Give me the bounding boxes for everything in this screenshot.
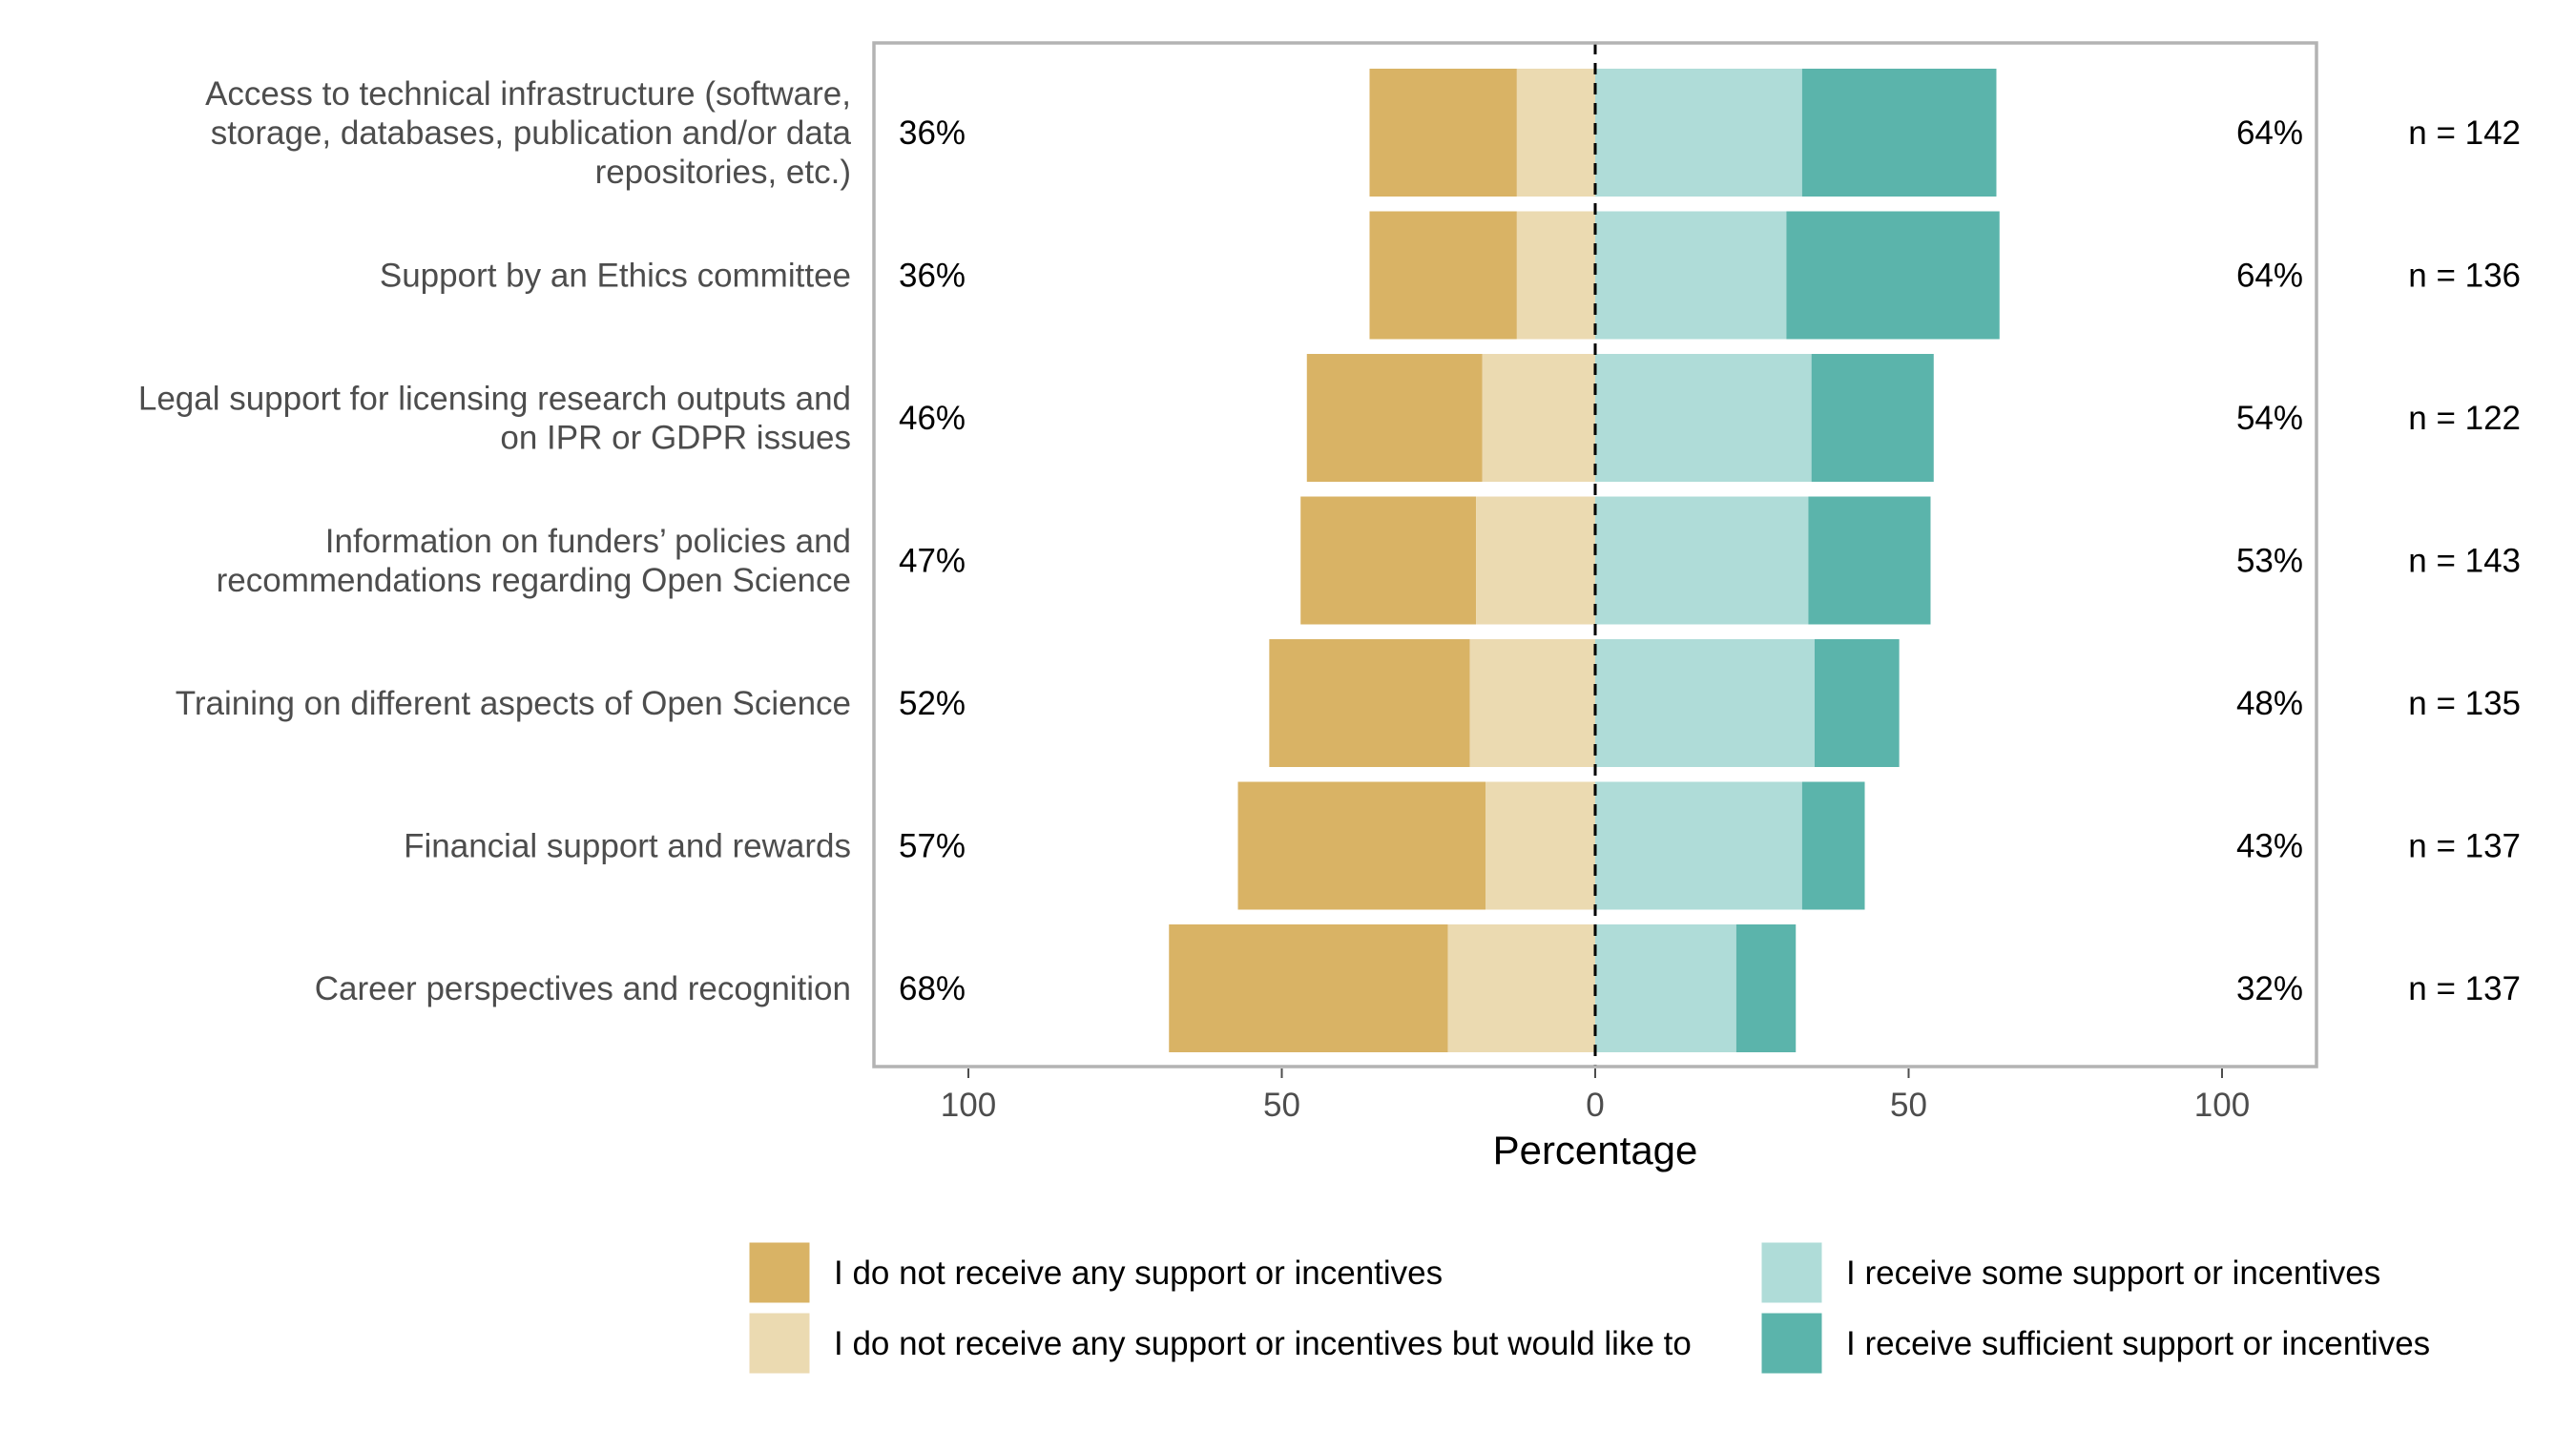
bar-segment [1485, 781, 1595, 910]
legend-swatch [746, 1239, 813, 1306]
bar-segment [1595, 924, 1736, 1052]
legend-swatch [1758, 1310, 1825, 1377]
left-percent-label: 52% [899, 685, 966, 722]
bar-segment [1814, 639, 1900, 767]
sample-size-label: n = 135 [2408, 685, 2521, 722]
right-percent-label: 64% [2236, 258, 2303, 295]
right-percent-label: 32% [2236, 970, 2303, 1007]
legend-swatch [746, 1310, 813, 1377]
bar-segment [1469, 639, 1595, 767]
bar-segment [1801, 69, 1997, 197]
category-label: Information on funders’ policies and [325, 523, 851, 560]
legend-label: I do not receive any support or incentiv… [834, 1255, 1443, 1292]
bar-layer [1169, 69, 2000, 1052]
left-percent-label: 36% [899, 114, 966, 152]
category-label: storage, databases, publication and/or d… [211, 114, 852, 152]
left-percent-label: 46% [899, 400, 966, 437]
category-label: repositories, etc.) [595, 154, 851, 191]
bar-segment [1595, 496, 1809, 625]
right-percent-label: 53% [2236, 543, 2303, 580]
legend-label: I receive some support or incentives [1846, 1255, 2380, 1292]
left-percent-label: 36% [899, 258, 966, 295]
right-percent-label: 43% [2236, 828, 2303, 865]
category-label: recommendations regarding Open Science [217, 562, 851, 599]
bar-segment [1808, 496, 1931, 625]
category-label: Access to technical infrastructure (soft… [205, 75, 851, 113]
bar-segment [1516, 211, 1595, 340]
bar-segment [1306, 354, 1483, 482]
left-percent-label: 47% [899, 543, 966, 580]
category-label: Training on different aspects of Open Sc… [176, 685, 851, 722]
bar-segment [1595, 354, 1812, 482]
bar-segment [1269, 639, 1470, 767]
left-percent-labels: 36% 36% 46% 47% 52% 57% 68% [899, 114, 966, 1007]
x-axis-title: Percentage [1493, 1128, 1698, 1172]
legend-swatch [1758, 1239, 1825, 1306]
category-labels: Access to technical infrastructure (soft… [138, 75, 852, 1007]
x-tick-label: 50 [1263, 1087, 1300, 1124]
sample-size-labels: n = 142 n = 136 n = 122 n = 143 n = 135 n = 1… [2408, 114, 2521, 1007]
right-percent-labels: 64% 64% 54% 53% 48% 43% 32% [2236, 114, 2303, 1007]
sample-size-label: n = 142 [2408, 114, 2521, 152]
bar-segment [1369, 211, 1517, 340]
right-percent-label: 64% [2236, 114, 2303, 152]
bar-segment [1237, 781, 1486, 910]
right-percent-label: 48% [2236, 685, 2303, 722]
x-tick-label: 50 [1890, 1087, 1927, 1124]
category-label: Career perspectives and recognition [315, 970, 851, 1007]
left-percent-label: 57% [899, 828, 966, 865]
sample-size-label: n = 137 [2408, 828, 2521, 865]
x-tick-label: 100 [941, 1087, 996, 1124]
plot-panel-border [872, 41, 2318, 1068]
bar-segment [1169, 924, 1448, 1052]
legend-label: I receive sufficient support or incentiv… [1846, 1325, 2430, 1362]
bar-segment [1801, 781, 1865, 910]
x-axis-ticks: 100 50 0 50 100 [941, 1068, 2250, 1124]
bar-segment [1595, 639, 1815, 767]
bar-segment [1786, 211, 2000, 340]
bar-segment [1595, 781, 1802, 910]
bar-segment [1595, 211, 1787, 340]
category-label: Legal support for licensing research out… [138, 381, 851, 418]
sample-size-label: n = 137 [2408, 970, 2521, 1007]
bar-segment [1482, 354, 1595, 482]
x-tick-label: 100 [2194, 1087, 2250, 1124]
right-percent-label: 54% [2236, 400, 2303, 437]
legend: I do not receive any support or incentiv… [746, 1239, 2430, 1377]
bar-segment [1516, 69, 1595, 197]
category-label: Financial support and rewards [404, 828, 851, 865]
bar-segment [1447, 924, 1595, 1052]
bar-segment [1735, 924, 1797, 1052]
x-tick-label: 0 [1586, 1087, 1604, 1124]
sample-size-label: n = 143 [2408, 543, 2521, 580]
bar-segment [1369, 69, 1517, 197]
bar-segment [1476, 496, 1595, 625]
category-label: Support by an Ethics committee [380, 258, 851, 295]
bar-segment [1811, 354, 1934, 482]
category-label: on IPR or GDPR issues [500, 420, 851, 457]
sample-size-label: n = 122 [2408, 400, 2521, 437]
bar-segment [1595, 69, 1802, 197]
bar-segment [1300, 496, 1477, 625]
left-percent-label: 68% [899, 970, 966, 1007]
sample-size-label: n = 136 [2408, 258, 2521, 295]
legend-label: I do not receive any support or incentiv… [834, 1325, 1692, 1362]
